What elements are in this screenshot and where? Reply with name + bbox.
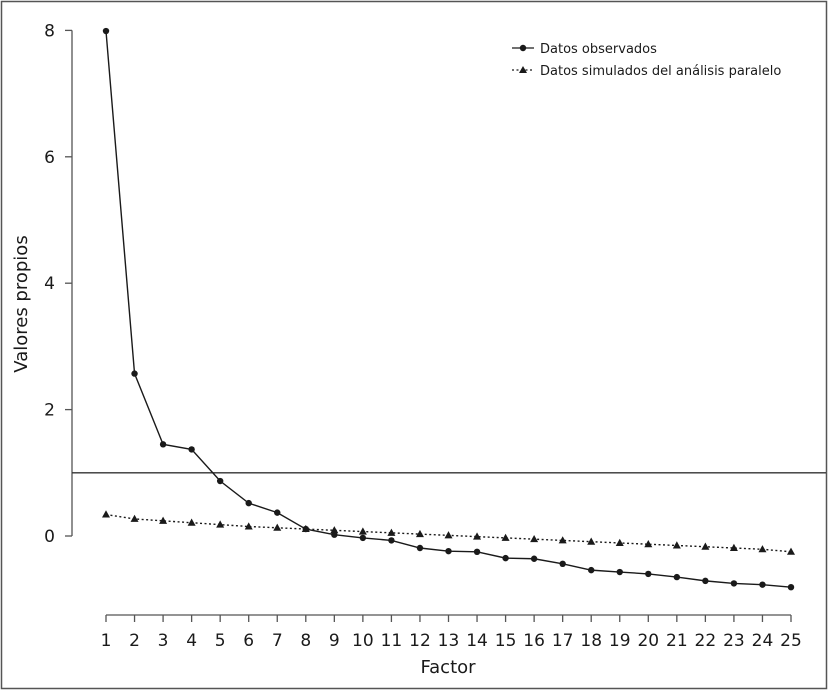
x-tick-label-8: 8 bbox=[300, 631, 311, 651]
y-tick-label-8: 8 bbox=[44, 21, 55, 41]
point-series0-2 bbox=[131, 370, 138, 377]
x-tick-label-5: 5 bbox=[215, 631, 226, 651]
legend-label-observed: Datos observados bbox=[540, 42, 657, 57]
x-tick-label-1: 1 bbox=[101, 631, 112, 651]
point-series1-9 bbox=[330, 526, 339, 534]
x-tick-label-23: 23 bbox=[723, 631, 745, 651]
point-series1-20 bbox=[644, 540, 653, 548]
point-series1-6 bbox=[244, 522, 253, 530]
x-tick-label-15: 15 bbox=[495, 631, 517, 651]
y-tick-label-0: 0 bbox=[44, 527, 55, 547]
x-tick-label-4: 4 bbox=[186, 631, 197, 651]
x-tick-label-21: 21 bbox=[666, 631, 688, 651]
point-series1-11 bbox=[387, 528, 396, 536]
point-series0-20 bbox=[645, 570, 652, 578]
x-tick-label-9: 9 bbox=[329, 631, 340, 651]
point-series0-18 bbox=[588, 566, 595, 574]
legend-marker-observed bbox=[519, 44, 527, 52]
x-tick-label-7: 7 bbox=[272, 631, 283, 651]
point-series0-11 bbox=[388, 537, 395, 544]
x-axis-title: Factor bbox=[420, 657, 476, 678]
point-series0-19 bbox=[616, 568, 623, 576]
point-series1-25 bbox=[787, 547, 795, 555]
point-series0-25 bbox=[787, 583, 795, 591]
point-series0-10 bbox=[359, 534, 367, 542]
x-tick-label-24: 24 bbox=[752, 631, 774, 651]
point-series1-13 bbox=[444, 531, 453, 539]
y-axis: 0 2 4 6 8 bbox=[44, 21, 73, 547]
point-series0-7 bbox=[274, 509, 281, 516]
point-series0-13 bbox=[445, 547, 452, 555]
x-tick-label-14: 14 bbox=[466, 631, 488, 651]
x-tick-label-20: 20 bbox=[637, 631, 659, 651]
point-series0-12 bbox=[416, 544, 424, 552]
x-tick-label-2: 2 bbox=[129, 631, 140, 651]
point-series0-3 bbox=[159, 441, 167, 448]
x-tick-label-25: 25 bbox=[780, 631, 802, 651]
series-group bbox=[102, 27, 795, 591]
y-tick-label-2: 2 bbox=[44, 401, 55, 421]
point-series1-1 bbox=[102, 510, 110, 518]
point-series1-14 bbox=[473, 532, 482, 540]
point-series1-3 bbox=[159, 516, 168, 524]
point-series0-15 bbox=[502, 554, 509, 562]
point-series0-16 bbox=[530, 555, 538, 562]
point-series1-24 bbox=[758, 545, 767, 553]
point-series0-17 bbox=[559, 560, 566, 568]
x-tick-label-18: 18 bbox=[580, 631, 602, 651]
point-series1-16 bbox=[530, 534, 539, 543]
point-series1-10 bbox=[358, 527, 367, 535]
point-series0-24 bbox=[759, 581, 766, 588]
point-series1-21 bbox=[672, 541, 681, 549]
x-axis: 1 2 3 4 5 6 7 8 9 10 11 12 13 14 15 16 17 18 19 20 21 22 23 24 2… bbox=[101, 614, 802, 651]
point-series0-23 bbox=[730, 580, 738, 587]
y-tick-label-4: 4 bbox=[44, 274, 55, 294]
point-series1-8 bbox=[301, 524, 310, 533]
x-tick-label-3: 3 bbox=[158, 631, 169, 651]
x-tick-label-22: 22 bbox=[695, 631, 717, 651]
point-series0-1 bbox=[102, 27, 110, 35]
point-series0-4 bbox=[188, 446, 195, 453]
x-tick-label-19: 19 bbox=[609, 631, 631, 651]
point-series0-21 bbox=[673, 573, 681, 581]
legend: Datos observados Datos simulados del aná… bbox=[512, 42, 781, 79]
point-series0-14 bbox=[473, 548, 481, 555]
point-series1-12 bbox=[415, 529, 424, 538]
point-series1-7 bbox=[273, 523, 282, 531]
point-series1-22 bbox=[701, 542, 710, 550]
legend-label-simulated: Datos simulados del análisis paralelo bbox=[540, 64, 781, 79]
point-series1-17 bbox=[558, 536, 567, 544]
x-tick-label-17: 17 bbox=[552, 631, 574, 651]
x-tick-label-6: 6 bbox=[243, 631, 254, 651]
point-series0-5 bbox=[216, 477, 224, 485]
x-tick-label-13: 13 bbox=[438, 631, 460, 651]
x-tick-label-10: 10 bbox=[352, 631, 374, 651]
point-series1-15 bbox=[501, 533, 510, 541]
point-series1-5 bbox=[216, 520, 225, 528]
point-series1-23 bbox=[729, 543, 738, 552]
x-tick-label-11: 11 bbox=[381, 631, 403, 651]
y-axis-title: Valores propios bbox=[11, 235, 32, 372]
legend-marker-simulated bbox=[519, 66, 527, 73]
point-series1-18 bbox=[587, 537, 596, 545]
x-tick-label-12: 12 bbox=[409, 631, 431, 651]
x-tick-label-16: 16 bbox=[523, 631, 545, 651]
y-tick-label-6: 6 bbox=[44, 148, 55, 168]
point-series0-22 bbox=[702, 577, 709, 585]
point-series1-19 bbox=[615, 538, 624, 546]
point-series1-2 bbox=[130, 514, 139, 522]
point-series1-4 bbox=[187, 518, 196, 526]
point-series0-6 bbox=[245, 499, 252, 507]
